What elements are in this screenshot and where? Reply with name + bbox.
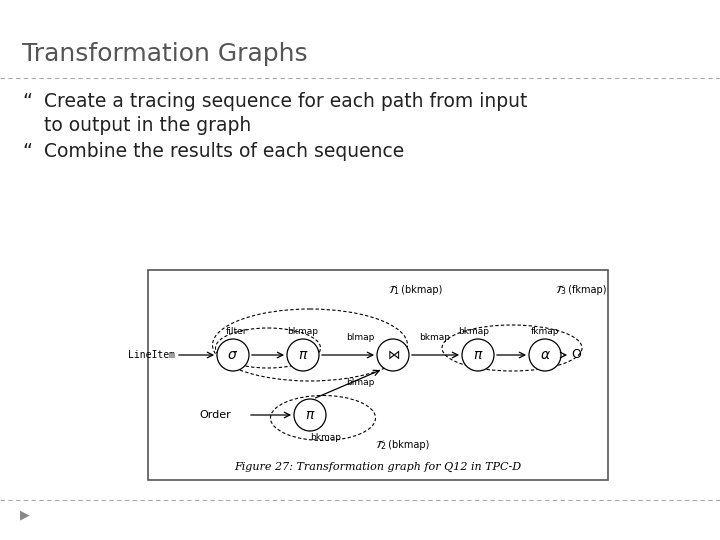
Text: $\pi$: $\pi$ <box>305 408 315 422</box>
Circle shape <box>287 339 319 371</box>
Text: bkmap: bkmap <box>287 327 318 336</box>
Text: Create a tracing sequence for each path from input: Create a tracing sequence for each path … <box>44 92 527 111</box>
Text: Figure 27: Transformation graph for Q12 in TPC-D: Figure 27: Transformation graph for Q12 … <box>235 462 521 472</box>
Text: bkmap: bkmap <box>310 434 341 442</box>
Text: $\pi$: $\pi$ <box>473 348 483 362</box>
Text: LineItem: LineItem <box>128 350 175 360</box>
Text: (fkmap): (fkmap) <box>565 285 606 295</box>
Text: “: “ <box>22 142 32 161</box>
FancyBboxPatch shape <box>148 270 608 480</box>
Text: Combine the results of each sequence: Combine the results of each sequence <box>44 142 404 161</box>
Text: ▶: ▶ <box>20 509 30 522</box>
Text: (bkmap): (bkmap) <box>385 440 429 450</box>
Text: (bkmap): (bkmap) <box>398 285 442 295</box>
Text: blmap: blmap <box>346 378 374 387</box>
Circle shape <box>294 399 326 431</box>
Text: $\sigma$: $\sigma$ <box>228 348 238 362</box>
Circle shape <box>462 339 494 371</box>
Text: bkmap: bkmap <box>459 327 490 336</box>
Circle shape <box>217 339 249 371</box>
Text: O: O <box>571 348 581 361</box>
Text: fkmap: fkmap <box>531 327 559 336</box>
Text: $\alpha$: $\alpha$ <box>539 348 551 362</box>
Text: $\mathcal{T}_1$: $\mathcal{T}_1$ <box>388 283 400 297</box>
Text: blmap: blmap <box>346 333 374 342</box>
Text: bkmap: bkmap <box>420 333 451 342</box>
Text: $\bowtie$: $\bowtie$ <box>385 348 401 361</box>
Text: Transformation Graphs: Transformation Graphs <box>22 42 307 66</box>
Text: “: “ <box>22 92 32 111</box>
Text: to output in the graph: to output in the graph <box>44 116 251 135</box>
Text: $\pi$: $\pi$ <box>298 348 308 362</box>
Circle shape <box>377 339 409 371</box>
Text: $\mathcal{T}_3$: $\mathcal{T}_3$ <box>555 283 567 297</box>
Text: Order: Order <box>199 410 231 420</box>
Text: $\mathcal{T}_2$: $\mathcal{T}_2$ <box>375 438 387 452</box>
Circle shape <box>529 339 561 371</box>
Text: filter: filter <box>226 327 248 336</box>
